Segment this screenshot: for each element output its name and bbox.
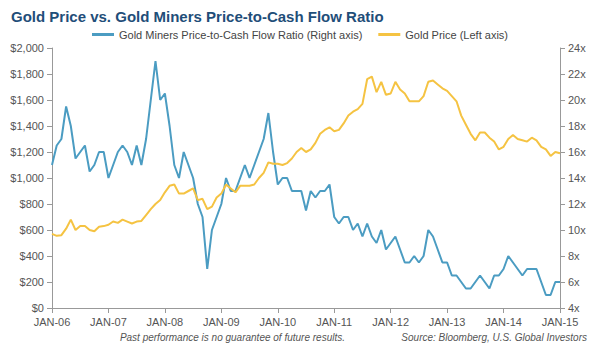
svg-text:$1,000: $1,000 (10, 172, 44, 184)
svg-text:$1,800: $1,800 (10, 68, 44, 80)
svg-text:22x: 22x (568, 68, 586, 80)
svg-text:20x: 20x (568, 94, 586, 106)
svg-text:14x: 14x (568, 172, 586, 184)
svg-text:24x: 24x (568, 42, 586, 54)
svg-text:Gold Price vs. Gold Miners Pri: Gold Price vs. Gold Miners Price-to-Cash… (11, 8, 384, 25)
svg-text:$800: $800 (20, 198, 44, 210)
svg-text:Gold Miners Price-to-Cash Flow: Gold Miners Price-to-Cash Flow Ratio (Ri… (119, 29, 362, 41)
svg-text:JAN-08: JAN-08 (147, 316, 184, 328)
svg-text:Gold Price (Left axis): Gold Price (Left axis) (405, 29, 508, 41)
svg-text:JAN-06: JAN-06 (34, 316, 71, 328)
svg-text:JAN-09: JAN-09 (203, 316, 240, 328)
svg-text:10x: 10x (568, 224, 586, 236)
svg-text:$200: $200 (20, 276, 44, 288)
svg-text:16x: 16x (568, 146, 586, 158)
svg-text:$1,600: $1,600 (10, 94, 44, 106)
svg-text:18x: 18x (568, 120, 586, 132)
svg-text:$600: $600 (20, 224, 44, 236)
svg-text:JAN-07: JAN-07 (90, 316, 127, 328)
svg-text:Past performance is no guarant: Past performance is no guarantee of futu… (120, 332, 345, 343)
svg-text:JAN-12: JAN-12 (372, 316, 409, 328)
svg-text:$1,200: $1,200 (10, 146, 44, 158)
svg-text:12x: 12x (568, 198, 586, 210)
svg-text:$400: $400 (20, 250, 44, 262)
svg-text:$1,400: $1,400 (10, 120, 44, 132)
svg-text:4x: 4x (568, 302, 580, 314)
svg-text:JAN-14: JAN-14 (485, 316, 522, 328)
svg-text:8x: 8x (568, 250, 580, 262)
svg-text:6x: 6x (568, 276, 580, 288)
svg-text:Source: Bloomberg, U.S. Global: Source: Bloomberg, U.S. Global Investors (401, 332, 587, 343)
svg-text:$2,000: $2,000 (10, 42, 44, 54)
svg-text:JAN-10: JAN-10 (259, 316, 296, 328)
svg-text:$0: $0 (32, 302, 44, 314)
svg-text:JAN-13: JAN-13 (429, 316, 466, 328)
svg-text:JAN-15: JAN-15 (542, 316, 579, 328)
svg-text:JAN-11: JAN-11 (316, 316, 352, 328)
